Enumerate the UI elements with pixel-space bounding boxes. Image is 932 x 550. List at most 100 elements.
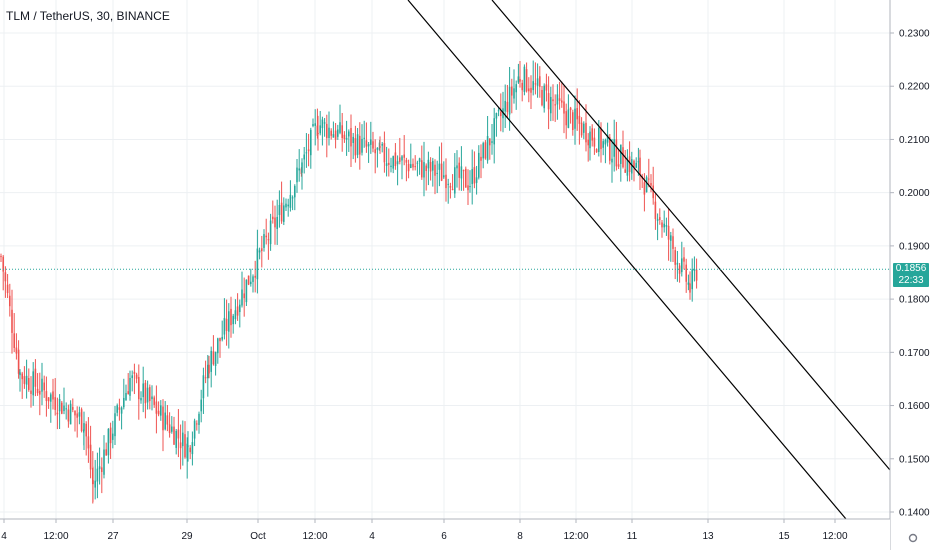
candle-body — [109, 427, 112, 444]
candle-body — [107, 428, 110, 456]
candle-body — [617, 164, 620, 167]
candle-body — [589, 131, 591, 149]
time-tick-label: 13 — [702, 531, 714, 542]
candle-body — [478, 152, 480, 178]
time-tick-label: 4 — [1, 531, 7, 542]
candle-body — [365, 140, 368, 147]
candle-body — [305, 152, 308, 154]
candle-body — [341, 125, 343, 139]
candle-body — [383, 143, 386, 163]
candle-body — [678, 265, 681, 274]
candle-body — [11, 309, 13, 333]
candle-body — [267, 239, 270, 241]
candle-body — [196, 423, 198, 425]
price-tick-label: 0.2200 — [899, 82, 930, 93]
candle-body — [595, 149, 598, 153]
candle-body — [287, 204, 289, 207]
bar-countdown: 22:33 — [898, 275, 924, 286]
candle-body — [32, 371, 34, 396]
candle-body — [443, 175, 445, 178]
candle-body — [399, 157, 401, 162]
candle-body — [198, 413, 200, 425]
candle-body — [289, 194, 292, 208]
candle-body — [354, 138, 357, 156]
price-tick-label: 0.2000 — [899, 188, 930, 199]
candle-body — [484, 142, 487, 159]
price-tick-label: 0.1700 — [899, 348, 930, 359]
candle-body — [609, 137, 611, 161]
candle-body — [301, 162, 303, 173]
candle-body — [280, 202, 283, 222]
settings-icon[interactable] — [908, 533, 918, 543]
candle-body — [545, 84, 548, 91]
candle-body — [670, 235, 672, 241]
candle-body — [125, 392, 127, 401]
candle-body — [101, 467, 103, 473]
candle-body — [374, 149, 376, 154]
candle-body — [552, 99, 554, 102]
candle-body — [550, 96, 552, 114]
candle-body — [234, 310, 237, 320]
candle-body — [661, 222, 663, 228]
candle-body — [39, 390, 41, 395]
candle-body — [394, 152, 397, 167]
candle-body — [47, 397, 50, 402]
candle-body — [598, 127, 600, 153]
candle-body — [436, 172, 438, 174]
candle-body — [482, 143, 484, 159]
candle-body — [187, 445, 189, 447]
time-tick-label: 12:00 — [822, 531, 847, 542]
candle-body — [519, 78, 521, 82]
candle-body — [276, 216, 278, 229]
candle-body — [681, 258, 683, 273]
candle-body — [628, 156, 631, 172]
candle-body — [28, 378, 30, 390]
candle-body — [652, 185, 654, 199]
candle-body — [521, 82, 523, 91]
time-tick-label: 8 — [517, 531, 523, 542]
candle-body — [118, 407, 121, 410]
candle-body — [254, 275, 256, 278]
candle-body — [656, 218, 659, 221]
channel-lower-line — [407, 0, 847, 520]
candle-body — [449, 186, 452, 188]
candle-body — [547, 93, 550, 110]
candle-body — [210, 350, 212, 372]
candle-body — [348, 131, 350, 137]
candle-body — [83, 423, 85, 431]
candle-body — [361, 138, 363, 153]
candle-body — [34, 368, 37, 387]
candle-body — [123, 397, 125, 408]
candle-body — [15, 347, 18, 354]
candle-body — [120, 407, 123, 414]
candle-body — [565, 111, 567, 126]
candle-body — [250, 281, 252, 285]
candle-body — [142, 383, 144, 398]
price-tick-label: 0.1900 — [899, 241, 930, 252]
candle-body — [650, 183, 652, 186]
candle-body — [193, 420, 196, 439]
candle-body — [421, 160, 423, 178]
candle-body — [171, 426, 173, 432]
candle-body — [146, 387, 149, 403]
time-tick-label: 11 — [627, 531, 638, 542]
candle-body — [613, 139, 615, 157]
candle-body — [438, 163, 441, 170]
candle-body — [370, 139, 372, 145]
candle-body — [314, 123, 316, 126]
candle-body — [486, 136, 489, 161]
candle-body — [469, 186, 471, 188]
candle-body — [495, 113, 498, 119]
last-price-value: 0.1856 — [895, 263, 927, 274]
candle-body — [405, 159, 408, 163]
candle-body — [517, 76, 520, 83]
candle-body — [258, 250, 261, 253]
candle-body — [631, 159, 633, 174]
candle-body — [687, 282, 690, 285]
candle-body — [232, 315, 234, 325]
candle-body — [307, 149, 310, 152]
candle-body — [269, 220, 272, 245]
candle-body — [208, 364, 210, 374]
candle-body — [217, 338, 219, 354]
